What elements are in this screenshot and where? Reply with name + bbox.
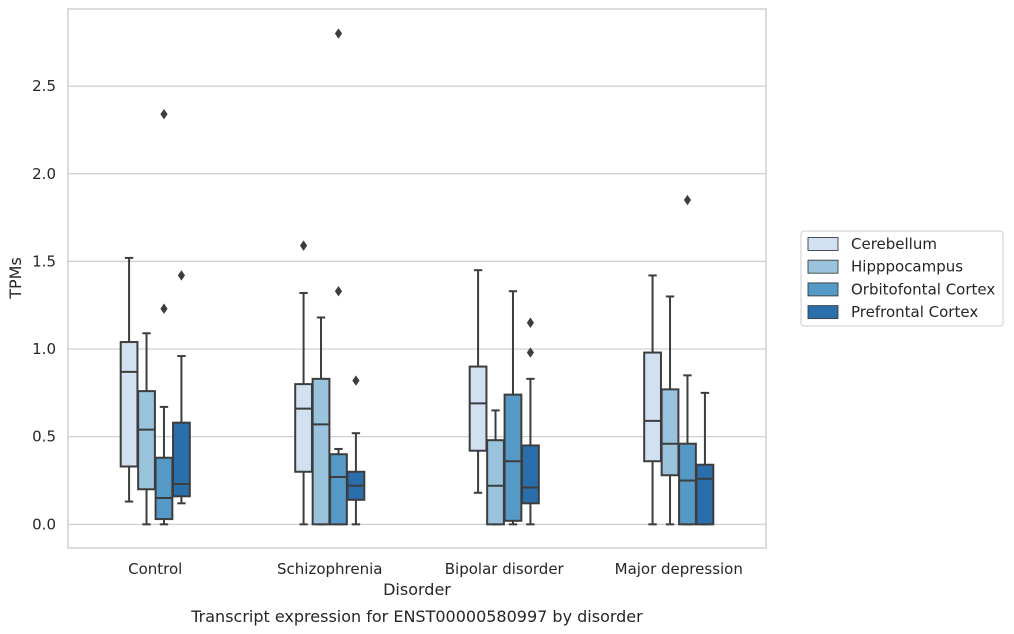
box-iqr <box>119 341 139 468</box>
box-group <box>643 274 662 526</box>
box-iqr <box>137 390 156 491</box>
box-group <box>154 108 174 526</box>
box-group <box>521 317 540 526</box>
x-tick-labels: Control Schizophrenia Bipolar disorder Majo… <box>128 560 743 578</box>
box-iqr <box>660 388 680 477</box>
box-group <box>660 295 680 526</box>
box-iqr <box>468 365 488 452</box>
legend-label: Prefrontal Cortex <box>851 303 978 321</box>
y-tick-label: 2.0 <box>32 165 56 183</box>
box-group <box>294 240 313 526</box>
outlier-point <box>160 303 168 314</box>
box-iqr <box>486 439 505 526</box>
legend-label: Cerebellum <box>851 235 937 253</box>
box-group <box>137 332 156 526</box>
box-iqr <box>521 444 540 505</box>
legend-frame <box>800 230 1004 327</box>
outlier-point <box>160 108 168 120</box>
outlier-point <box>352 375 360 386</box>
chart-caption: Transcript expression for ENST0000058099… <box>190 607 643 626</box>
outlier-point <box>334 28 343 39</box>
box-group <box>503 290 523 526</box>
box-iqr <box>329 453 348 526</box>
legend-swatch <box>807 237 839 251</box>
x-tick-label: Schizophrenia <box>277 560 382 578</box>
box-group <box>486 409 505 526</box>
legend-label: Hipppocampus <box>851 258 963 276</box>
box-iqr <box>172 421 191 498</box>
outlier-point <box>526 317 535 328</box>
y-tick-label: 1.5 <box>32 252 56 270</box>
y-tick-label: 0.0 <box>32 515 56 533</box>
box-iqr <box>311 377 331 526</box>
box-group <box>172 270 191 505</box>
y-tick-label: 0.5 <box>32 428 56 446</box>
outlier-point <box>177 270 186 281</box>
y-tick-label: 1.0 <box>32 340 56 358</box>
y-axis-title: TPMs <box>6 257 25 300</box>
boxes-layer <box>119 28 715 526</box>
legend-swatch <box>807 282 839 297</box>
box-group <box>346 375 366 526</box>
legend-swatch <box>807 259 839 274</box>
x-tick-label: Major depression <box>615 560 743 578</box>
outlier-point <box>683 194 692 206</box>
box-iqr <box>154 456 174 521</box>
x-tick-label: Control <box>128 560 182 578</box>
box-iqr <box>695 463 715 526</box>
box-group <box>468 269 488 494</box>
y-tick-label: 2.5 <box>32 77 56 95</box>
y-tick-labels: 0.0 0.5 1.0 1.5 2.0 2.5 <box>32 77 56 533</box>
box-group <box>311 316 331 526</box>
box-group <box>695 391 715 526</box>
box-group <box>119 256 139 503</box>
box-iqr <box>643 351 662 463</box>
x-axis-title: Disorder <box>383 580 451 599</box>
box-iqr <box>678 442 697 526</box>
legend-label: Orbitofontal Cortex <box>851 280 995 298</box>
outlier-point <box>334 286 343 297</box>
box-iqr <box>294 383 313 473</box>
plot-frame <box>67 8 767 549</box>
legend: Cerebellum Hipppocampus Orbitofontal Corte… <box>800 230 1004 327</box>
box-iqr <box>503 393 523 522</box>
x-tick-label: Bipolar disorder <box>445 560 565 578</box>
outlier-point <box>526 347 535 358</box>
outlier-point <box>299 240 308 251</box>
legend-swatch <box>807 305 839 320</box>
